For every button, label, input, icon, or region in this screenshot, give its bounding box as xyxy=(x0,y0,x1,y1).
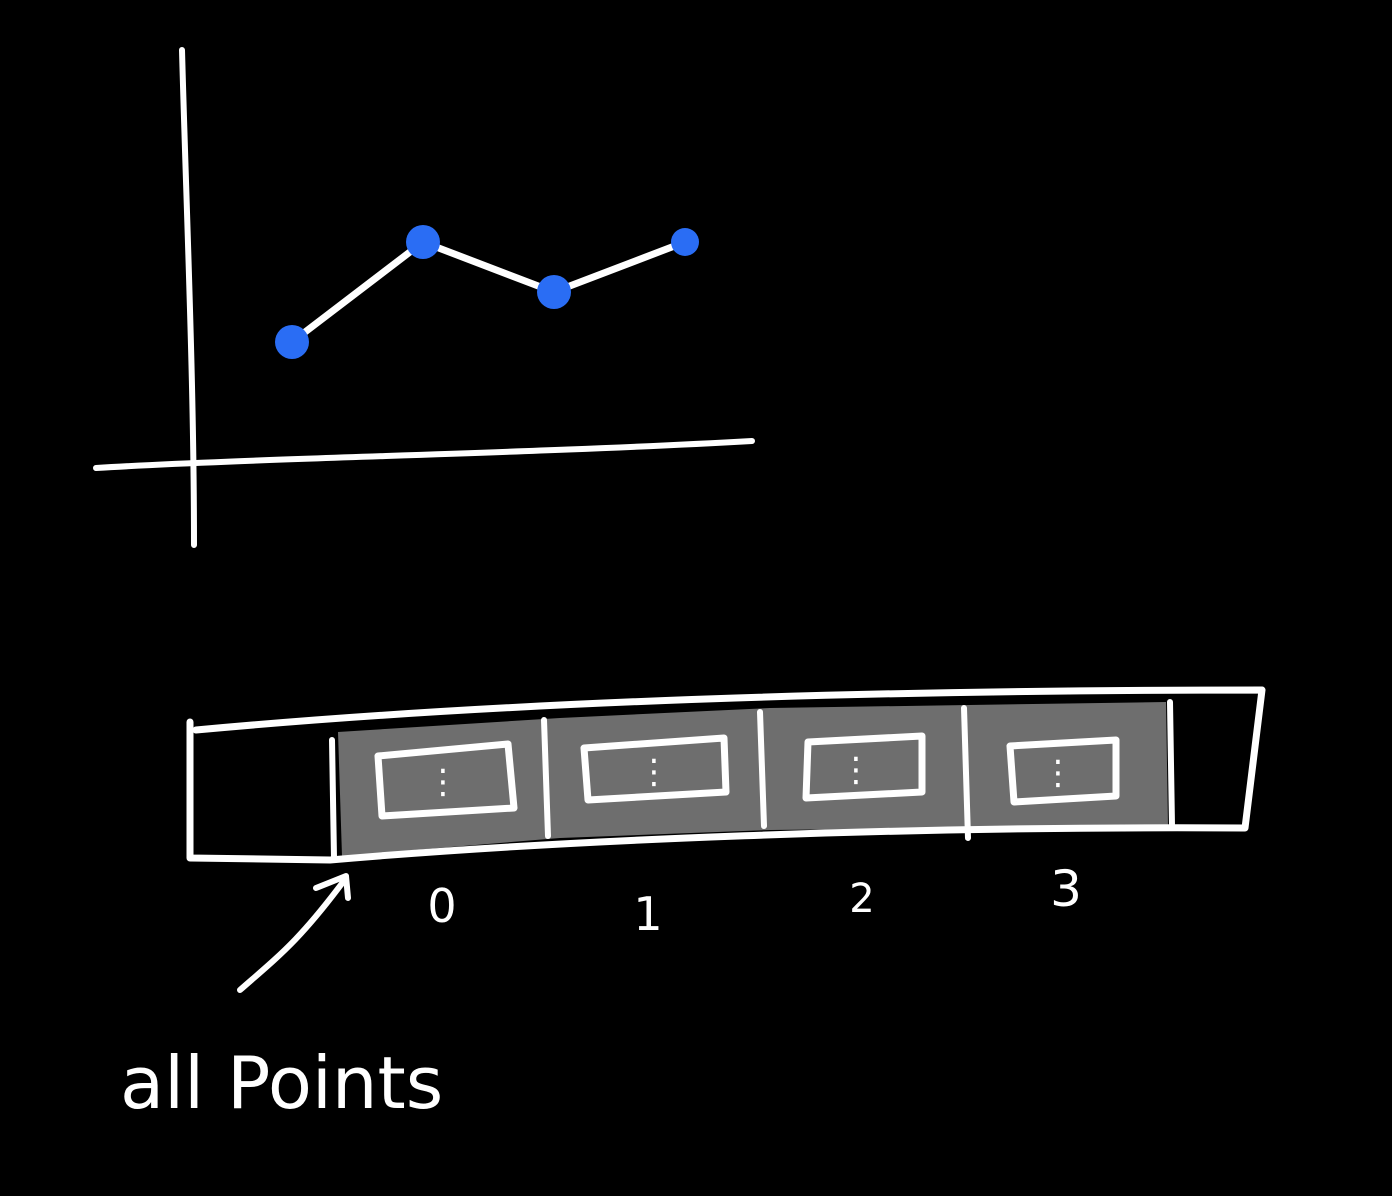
pointer-arrow-icon xyxy=(237,875,349,993)
x-axis xyxy=(93,438,755,471)
index-label-3: 3 xyxy=(1050,860,1082,918)
array-cell-2: ⋮ xyxy=(802,732,926,802)
array-cell-0: ⋮ xyxy=(374,740,518,820)
cell-dots: ⋮ xyxy=(637,752,671,792)
cell-dots: ⋮ xyxy=(1041,753,1075,793)
index-label-0: 0 xyxy=(427,879,456,933)
array-cell-1: ⋮ xyxy=(580,734,730,804)
array-divider-4 xyxy=(1167,699,1175,829)
array-name-label: all Points xyxy=(120,1041,443,1125)
pointer-annotation: all Points xyxy=(120,873,443,1125)
data-point-2 xyxy=(537,275,571,309)
array-divider-3 xyxy=(961,705,971,841)
array-cell-3: ⋮ xyxy=(1006,736,1120,806)
array-divider-1 xyxy=(541,717,551,839)
array-outline xyxy=(186,686,1266,864)
line-series xyxy=(275,225,699,359)
data-point-1 xyxy=(406,225,440,259)
data-point-3 xyxy=(671,228,699,256)
arrowhead-icon xyxy=(313,873,351,901)
cell-dots: ⋮ xyxy=(426,762,460,802)
line-chart xyxy=(93,47,755,548)
series-line xyxy=(288,238,689,346)
y-axis xyxy=(179,47,197,548)
index-label-1: 1 xyxy=(633,887,662,941)
array-divider-2 xyxy=(757,709,767,829)
array-divider-0 xyxy=(329,737,337,861)
data-point-0 xyxy=(275,325,309,359)
points-array: ⋮ ⋮ ⋮ ⋮ 0 1 2 3 xyxy=(186,686,1266,941)
index-label-2: 2 xyxy=(849,876,874,922)
cell-dots: ⋮ xyxy=(839,750,873,790)
